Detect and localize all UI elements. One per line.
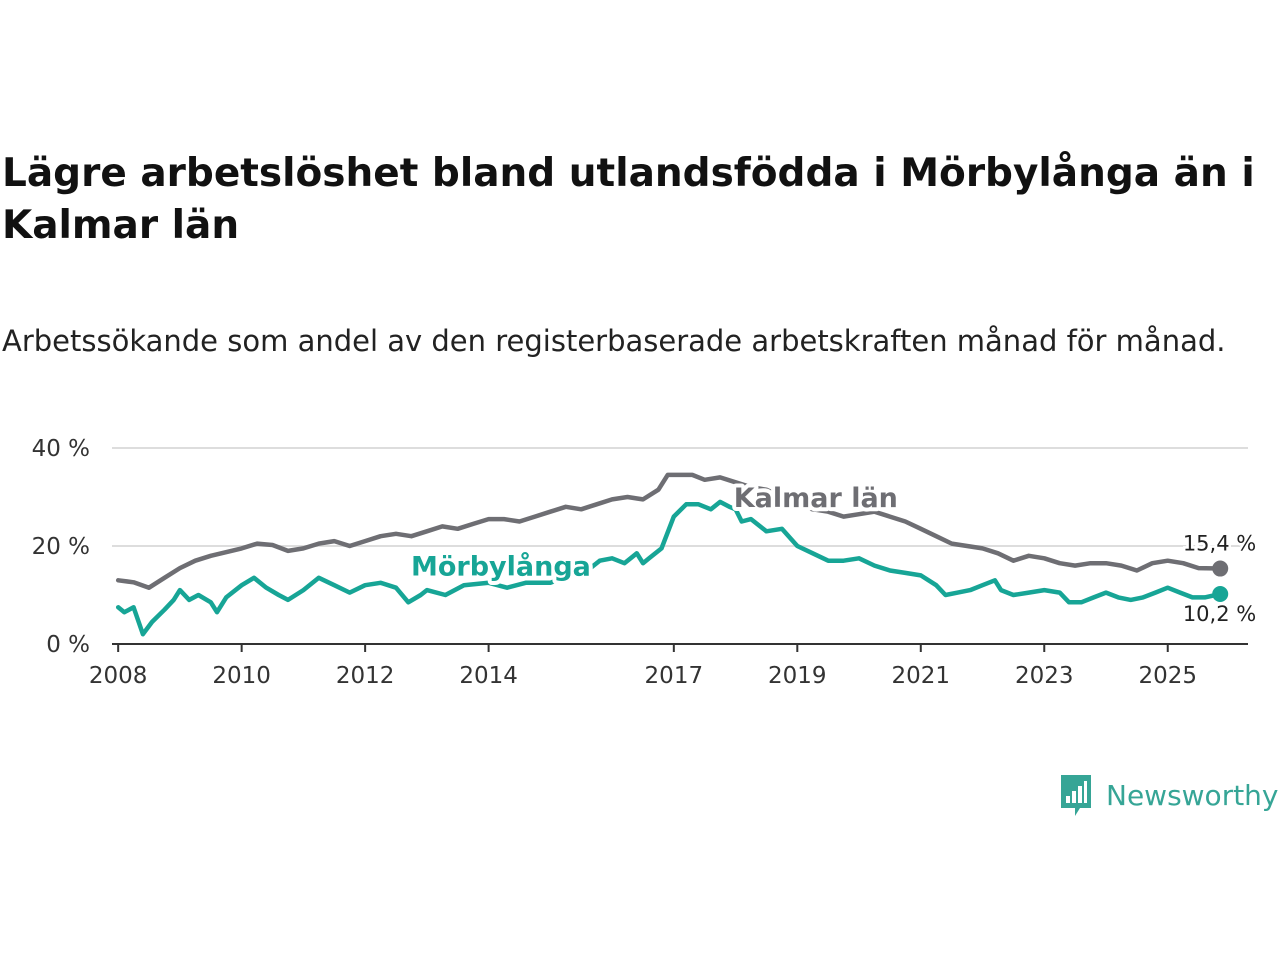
x-tick-label: 2010 — [212, 663, 271, 689]
axis-layer: 0 % 20 % 40 % 2008 2010 2012 2014 2017 2019 2021 2… — [32, 436, 1248, 689]
newsworthy-logo: Newsworthy — [1058, 772, 1279, 818]
end-marker-morbylanga — [1212, 586, 1229, 603]
newsworthy-logo-icon — [1061, 775, 1091, 816]
x-tick-label: 2014 — [459, 663, 518, 689]
y-tick-label: 40 % — [32, 436, 90, 462]
annotation-layer: 15,4 % 10,2 % Kalmar län Mörbylånga — [407, 479, 1259, 629]
series-line-morbylanga — [115, 499, 1223, 637]
series-layer — [115, 472, 1229, 637]
end-value-label-morbylanga: 10,2 % — [1183, 602, 1256, 626]
y-tick-label: 20 % — [32, 534, 90, 560]
series-label-kalmar-lan: Kalmar län — [734, 483, 898, 514]
grid-layer — [112, 447, 1248, 547]
x-tick-label: 2012 — [336, 663, 395, 689]
x-tick-label: 2021 — [892, 663, 951, 689]
series-label-morbylanga: Mörbylånga — [411, 550, 591, 582]
chart-subtitle: Arbetssökande som andel av den registerb… — [2, 324, 1226, 358]
x-tick-label: 2008 — [89, 663, 148, 689]
x-tick-label: 2017 — [645, 663, 704, 689]
x-tick-label: 2025 — [1138, 663, 1197, 689]
x-tick-label: 2019 — [768, 663, 827, 689]
newsworthy-brand-name: Newsworthy — [1106, 778, 1279, 812]
line-chart: 0 % 20 % 40 % 2008 2010 2012 2014 2017 2019 2021 2… — [32, 436, 1259, 689]
end-marker-kalmar-lan — [1212, 560, 1229, 577]
y-tick-label: 0 % — [46, 632, 90, 658]
series-line-kalmar-lan — [115, 472, 1223, 590]
end-value-label-kalmar-lan: 15,4 % — [1183, 532, 1256, 556]
chart-title: Lägre arbetslöshet bland utlandsfödda i … — [2, 151, 1255, 248]
x-tick-label: 2023 — [1015, 663, 1074, 689]
